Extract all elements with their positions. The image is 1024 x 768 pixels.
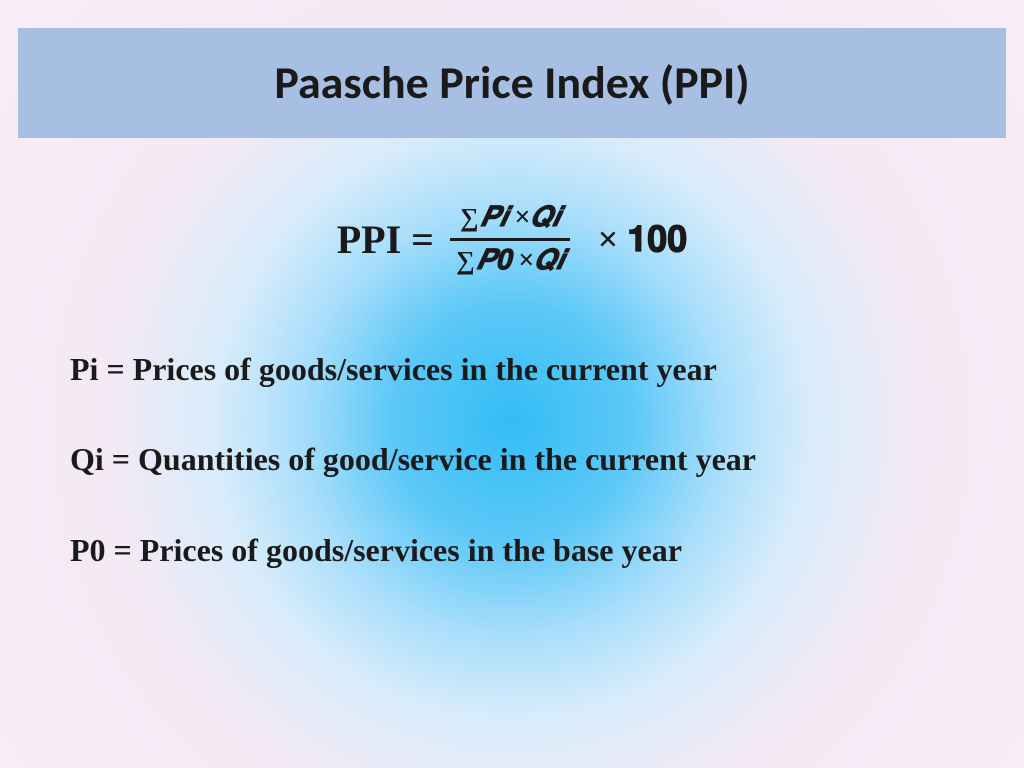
definition-pi: Pi = Prices of goods/services in the cur… [70, 350, 984, 388]
formula-rhs: × 𝟏𝟎𝟎 [598, 218, 688, 261]
definitions: Pi = Prices of goods/services in the cur… [70, 350, 984, 621]
definition-p0: P0 = Prices of goods/services in the bas… [70, 531, 984, 569]
formula-lhs: PPI = [337, 216, 434, 263]
formula-denominator: ∑𝑷𝟎 ×𝑸𝒊 [450, 243, 570, 279]
slide-title: Paasche Price Index (PPI) [274, 55, 749, 111]
formula-numerator: ∑𝑷𝒊 ×𝑸𝒊 [454, 200, 566, 236]
formula-fraction: ∑𝑷𝒊 ×𝑸𝒊 ∑𝑷𝟎 ×𝑸𝒊 [450, 200, 570, 279]
definition-qi: Qi = Quantities of good/service in the c… [70, 440, 984, 478]
formula: PPI = ∑𝑷𝒊 ×𝑸𝒊 ∑𝑷𝟎 ×𝑸𝒊 × 𝟏𝟎𝟎 [0, 200, 1024, 279]
title-bar: Paasche Price Index (PPI) [18, 28, 1006, 138]
